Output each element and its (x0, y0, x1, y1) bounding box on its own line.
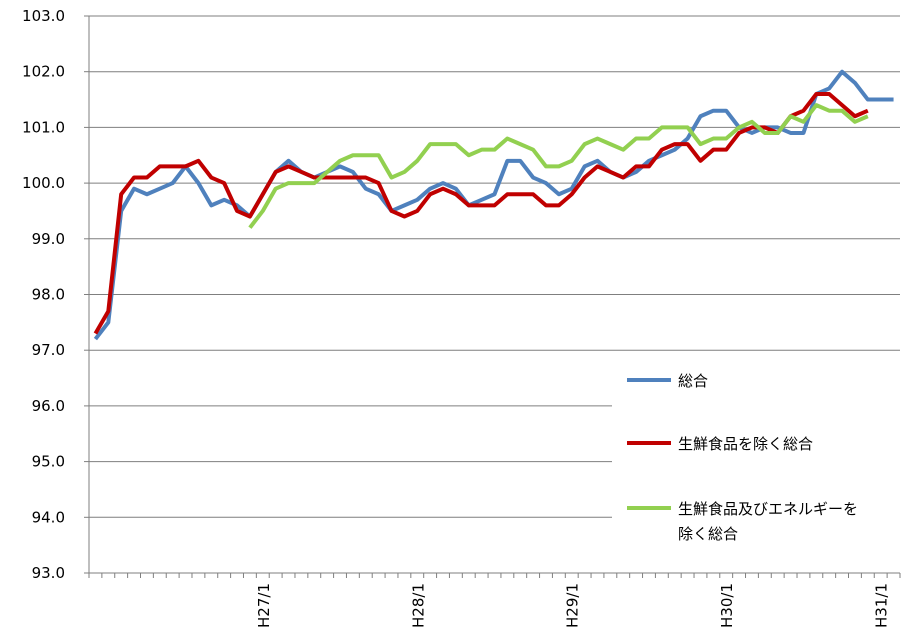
x-tick-label: H30/1 (718, 583, 736, 628)
x-tick-label: H31/1 (873, 583, 891, 628)
y-tick-label: 99.0 (32, 230, 65, 248)
y-tick-label: 100.0 (22, 174, 65, 192)
x-axis: H27/1 H28/1 H29/1 H30/1 H31/1 (88, 572, 901, 628)
x-tick-label: H27/1 (255, 583, 273, 628)
legend-label-core: 生鮮食品を除く総合 (678, 435, 813, 453)
y-tick-label: 95.0 (32, 453, 65, 471)
legend: 総合 生鮮食品を除く総合 生鮮食品及びエネルギーを 除く総合 (627, 372, 858, 543)
y-tick-label: 94.0 (32, 508, 65, 526)
legend-label-core-core-line2: 除く総合 (678, 525, 738, 543)
x-tick-label: H29/1 (564, 583, 582, 628)
y-tick-label: 102.0 (22, 63, 65, 81)
y-tick-label: 101.0 (22, 118, 65, 136)
series-line-core (93, 91, 869, 335)
y-tick-label: 98.0 (32, 286, 65, 304)
series-line-core-core (248, 103, 869, 229)
legend-label-core-core-line1: 生鮮食品及びエネルギーを (678, 500, 858, 518)
x-tick-label: H28/1 (409, 583, 427, 628)
y-tick-label: 93.0 (32, 564, 65, 582)
y-tick-label: 103.0 (22, 7, 65, 25)
legend-label-overall: 総合 (678, 372, 708, 390)
legend-item-core: 生鮮食品を除く総合 (627, 435, 813, 453)
series-lines (93, 69, 894, 341)
legend-item-core-core: 生鮮食品及びエネルギーを 除く総合 (627, 500, 858, 543)
y-axis-tick-labels: 93.0 94.0 95.0 96.0 97.0 98.0 99.0 100.0 101.0 10… (22, 7, 89, 582)
legend-background (612, 358, 901, 563)
legend-item-overall: 総合 (627, 372, 708, 390)
y-tick-label: 96.0 (32, 397, 65, 415)
y-tick-label: 97.0 (32, 341, 65, 359)
